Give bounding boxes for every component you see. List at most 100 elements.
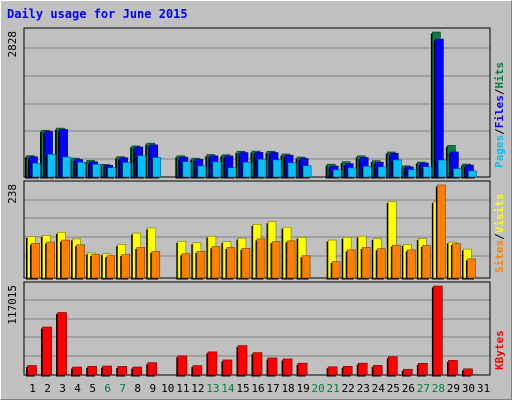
day-label: 9 (149, 382, 156, 395)
sites-bar (346, 249, 356, 279)
day-label: 16 (251, 382, 264, 395)
kbytes-bar (448, 360, 458, 376)
kbytes-bar (357, 362, 368, 376)
kbytes-bar (102, 365, 112, 376)
panel-1-legend: Pages/Files/Hits (493, 62, 506, 168)
pages-bar (32, 162, 41, 178)
sites-bar (301, 255, 311, 279)
pages-bar (182, 161, 192, 178)
day-label: 19 (296, 382, 309, 395)
day-label: 15 (236, 382, 249, 395)
legend-sites: Sites (493, 240, 506, 273)
files-bar (435, 38, 444, 178)
pages-bar (47, 153, 56, 178)
sites-bar (151, 251, 161, 279)
day-label: 12 (191, 382, 204, 395)
kbytes-bar (297, 362, 308, 376)
kbytes-bar (207, 351, 218, 376)
panel-2-legend: Sites/Visits (493, 194, 506, 274)
pages-bar (107, 167, 116, 178)
kbytes-bar (403, 368, 413, 376)
chart-title: Daily usage for June 2015 (7, 7, 188, 21)
kbytes-bar (252, 352, 263, 376)
kbytes-bar (117, 366, 128, 376)
sites-bar (226, 247, 236, 279)
panel-2-max-label: 238 (6, 184, 19, 204)
pages-bar (347, 167, 357, 178)
pages-bar (62, 156, 71, 178)
kbytes-bar (27, 365, 37, 376)
kbytes-bar (267, 357, 278, 376)
kbytes-bar (57, 312, 67, 376)
legend-pages: Pages (493, 135, 506, 168)
kbytes-bar (387, 356, 398, 376)
pages-bar (122, 162, 132, 178)
sites-bar (106, 255, 115, 279)
kbytes-bar (132, 366, 143, 376)
pages-bar (287, 162, 297, 178)
kbytes-bar (72, 366, 82, 376)
pages-bar (212, 161, 222, 178)
pages-bar (392, 159, 402, 178)
panel-3-legend: KBytes (493, 330, 506, 370)
pages-bar (332, 169, 342, 178)
kbytes-bar (42, 326, 52, 376)
sites-bar (196, 251, 206, 279)
day-label: 30 (462, 382, 475, 395)
day-label: 13 (206, 382, 219, 395)
sites-bar (391, 244, 401, 279)
pages-bar (272, 159, 282, 178)
day-label: 2 (44, 382, 51, 395)
sites-bar (121, 254, 131, 279)
day-label: 28 (432, 382, 445, 395)
kbytes-bar (372, 365, 383, 376)
pages-bar (92, 164, 101, 178)
kbytes-bar (192, 365, 203, 376)
sites-bar (361, 247, 371, 279)
kbytes-bar (177, 355, 188, 376)
day-label: 25 (387, 382, 400, 395)
kbytes-bar (237, 345, 248, 376)
day-label: 3 (59, 382, 66, 395)
day-label: 26 (402, 382, 415, 395)
sites-bar (31, 242, 40, 279)
day-label: 24 (372, 382, 386, 395)
pages-bar (137, 155, 147, 178)
sites-bar (422, 245, 431, 279)
sites-bar (91, 254, 100, 279)
legend-visits: Visits (493, 194, 506, 234)
kbytes-bar (327, 366, 338, 376)
panel-3-max-label: 117015 (6, 285, 19, 325)
pages-bar (152, 157, 162, 178)
sites-bar (437, 184, 446, 279)
day-label: 22 (342, 382, 355, 395)
day-label: 17 (266, 382, 279, 395)
sites-bar (467, 258, 476, 279)
sites-bar (256, 238, 266, 279)
legend-separator: / (493, 233, 506, 240)
sites-bar (331, 261, 341, 279)
day-label: 14 (221, 382, 235, 395)
day-label: 5 (89, 382, 96, 395)
day-label: 21 (327, 382, 340, 395)
pages-bar (197, 165, 207, 178)
sites-bar (76, 244, 85, 279)
legend-files: Files (493, 95, 506, 128)
pages-bar (302, 165, 312, 178)
kbytes-bar (222, 359, 233, 376)
day-label: 29 (447, 382, 460, 395)
sites-bar (286, 240, 296, 279)
sites-bar (46, 241, 55, 279)
pages-bar (438, 159, 447, 178)
legend-kbytes: KBytes (493, 330, 506, 370)
sites-bar (407, 249, 416, 279)
sites-bar (136, 247, 146, 279)
kbytes-bar (433, 285, 443, 376)
pages-bar (362, 165, 372, 178)
kbytes-bar (418, 362, 428, 376)
sites-bar (181, 253, 191, 279)
sites-bar (241, 248, 251, 279)
pages-bar (377, 166, 387, 178)
day-label: 1 (29, 382, 36, 395)
